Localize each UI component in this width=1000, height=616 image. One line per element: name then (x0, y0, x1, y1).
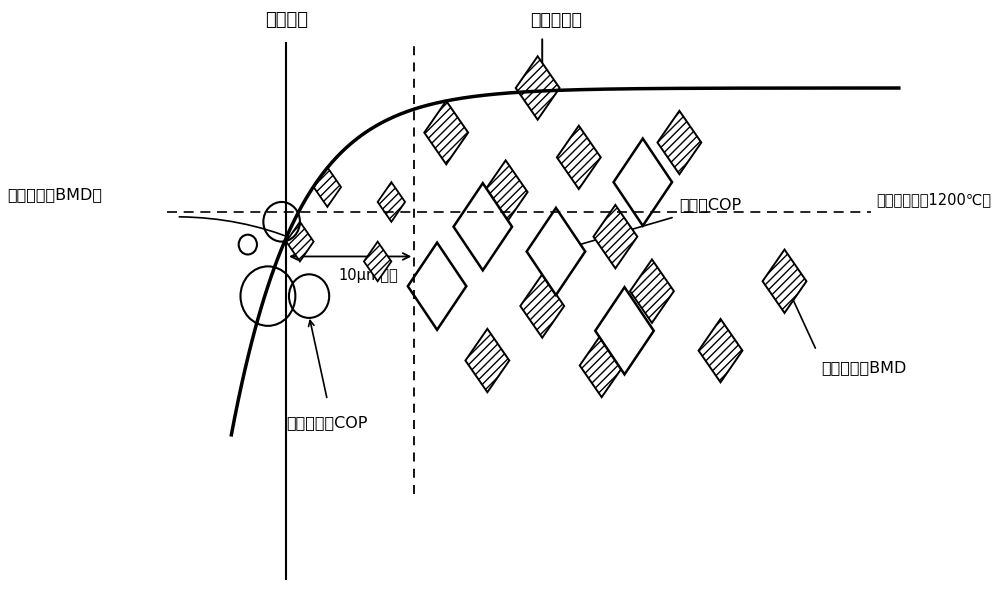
Polygon shape (520, 274, 564, 338)
Polygon shape (630, 259, 674, 323)
Polygon shape (557, 126, 601, 189)
Polygon shape (286, 222, 314, 261)
Text: 氧的溶解度（1200℃）: 氧的溶解度（1200℃） (876, 192, 991, 207)
Polygon shape (454, 183, 512, 270)
Text: 晶片表面: 晶片表面 (265, 10, 308, 28)
Polygon shape (614, 139, 672, 225)
Polygon shape (484, 160, 528, 224)
Polygon shape (465, 329, 509, 392)
Polygon shape (378, 182, 405, 222)
Polygon shape (516, 56, 560, 120)
Polygon shape (763, 249, 806, 313)
Polygon shape (314, 168, 341, 207)
Polygon shape (424, 101, 468, 164)
Text: 正在湮没的BMD核: 正在湮没的BMD核 (7, 187, 102, 202)
Polygon shape (593, 205, 637, 269)
Text: 生长过程的BMD: 生长过程的BMD (821, 360, 906, 376)
Text: 正在湮没的COP: 正在湮没的COP (287, 415, 368, 430)
Polygon shape (657, 111, 701, 174)
Text: 氧浓度分布: 氧浓度分布 (530, 10, 582, 28)
Polygon shape (527, 208, 585, 295)
Polygon shape (699, 319, 742, 383)
Text: 残存的COP: 残存的COP (679, 197, 741, 212)
Polygon shape (580, 334, 624, 397)
Polygon shape (408, 243, 466, 330)
Polygon shape (595, 287, 654, 375)
Text: 10μm左右: 10μm左右 (339, 269, 398, 283)
Polygon shape (364, 241, 391, 282)
